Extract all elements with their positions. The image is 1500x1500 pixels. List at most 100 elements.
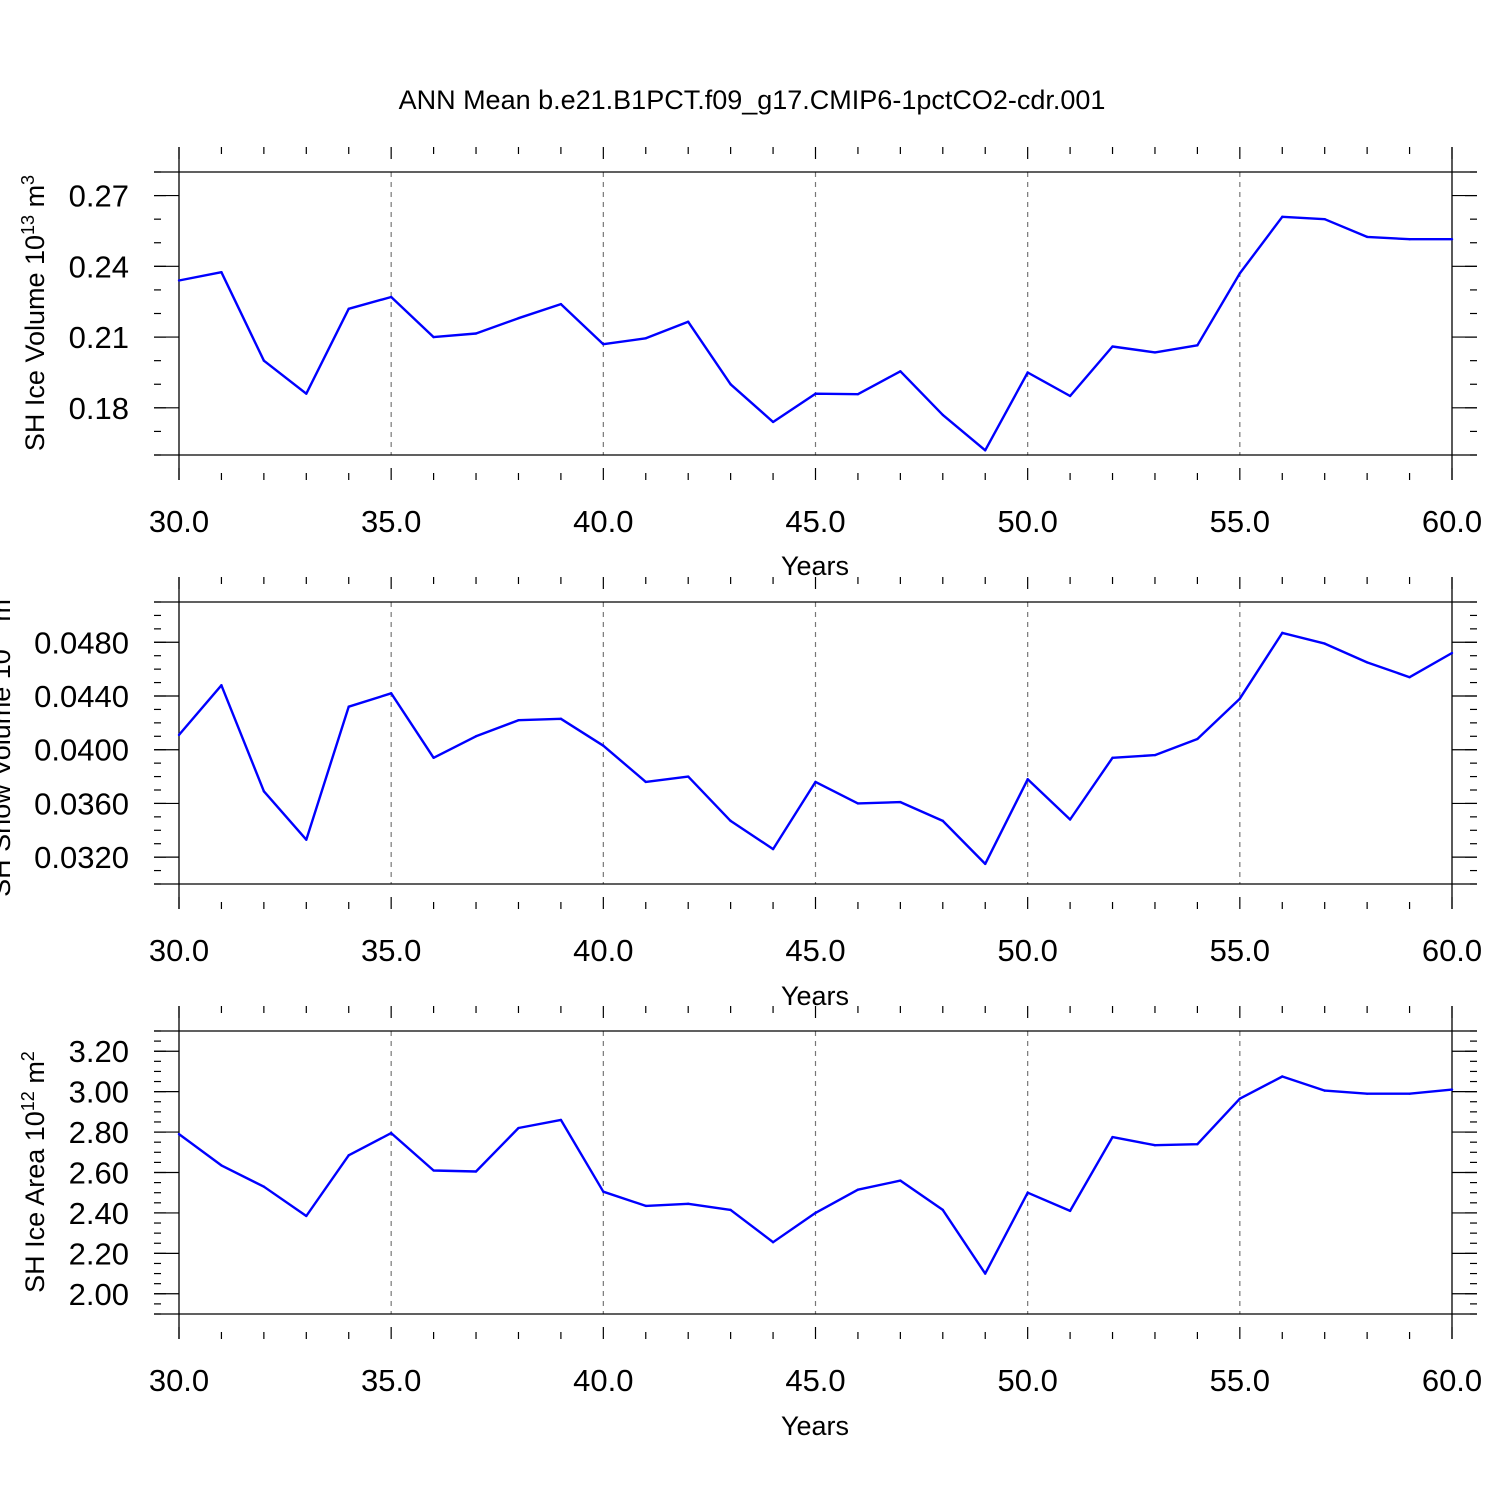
data-point — [1365, 661, 1369, 664]
data-point — [729, 1208, 732, 1212]
data-point — [432, 756, 435, 759]
ylabel-unit-exponent: 3 — [0, 589, 4, 599]
data-point — [687, 320, 690, 323]
data-point — [1281, 631, 1284, 635]
data-point — [220, 271, 223, 274]
data-point — [432, 1169, 435, 1172]
data-point — [1408, 238, 1411, 241]
data-point — [602, 744, 605, 747]
data-point — [1323, 217, 1326, 221]
data-point — [856, 1188, 860, 1191]
data-point — [1026, 778, 1029, 781]
ylabel-text: SH Snow Volume 10 — [0, 649, 16, 897]
y-tick-label: 0.18 — [69, 391, 129, 426]
data-point — [474, 735, 478, 738]
data-point — [1450, 1088, 1454, 1091]
data-point — [347, 307, 350, 310]
data-point — [941, 819, 944, 823]
x-tick-label: 60.0 — [1422, 1363, 1482, 1398]
ylabel-text: SH Ice Volume 10 — [20, 235, 50, 451]
x-tick-label: 50.0 — [997, 933, 1057, 968]
x-tick-label: 35.0 — [361, 1363, 421, 1398]
data-point — [1408, 1092, 1411, 1095]
data-point — [1111, 345, 1114, 348]
x-tick-label: 40.0 — [573, 933, 633, 968]
data-point — [687, 775, 690, 778]
data-point — [177, 733, 181, 737]
data-point — [1238, 272, 1242, 275]
data-point — [347, 1154, 350, 1157]
x-tick-label: 30.0 — [149, 504, 209, 539]
data-point — [602, 1190, 605, 1193]
x-tick-label: 40.0 — [573, 504, 633, 539]
data-point — [517, 718, 520, 722]
panel-snow-volume: SH Snow Volume 1013 m3 Years 30.035.040.… — [0, 577, 1482, 1011]
data-point — [1196, 737, 1199, 741]
x-tick-label: 30.0 — [149, 1363, 209, 1398]
data-point — [984, 1272, 987, 1275]
y-tick-label: 0.21 — [69, 320, 129, 355]
data-point — [1281, 215, 1284, 219]
data-point — [1238, 1097, 1242, 1100]
data-point — [856, 802, 860, 805]
x-tick-label: 50.0 — [997, 1363, 1057, 1398]
data-point — [1068, 818, 1072, 821]
y-tick-label: 3.00 — [69, 1075, 129, 1110]
data-point — [729, 383, 732, 386]
y-tick-label: 2.40 — [69, 1196, 129, 1231]
ylabel-unit-exponent: 3 — [18, 175, 38, 185]
y-tick-label: 0.0440 — [34, 679, 129, 714]
data-point — [771, 1241, 775, 1244]
data-point — [474, 1170, 478, 1173]
data-point — [305, 838, 308, 841]
data-point — [262, 359, 266, 362]
data-point — [1153, 753, 1157, 757]
x-tick-label: 30.0 — [149, 933, 209, 968]
x-tick-label: 50.0 — [997, 504, 1057, 539]
data-point — [1153, 351, 1157, 354]
ylabel-exponent: 13 — [0, 629, 4, 649]
data-point — [602, 342, 605, 346]
data-point — [559, 302, 563, 306]
data-point — [177, 1132, 181, 1136]
data-point — [814, 780, 817, 784]
ylabel-ice-area: SH Ice Area 1012 m2 — [18, 1051, 50, 1293]
y-tick-label: 3.20 — [69, 1034, 129, 1069]
data-point — [559, 717, 563, 721]
figure-title: ANN Mean b.e21.B1PCT.f09_g17.CMIP6-1pctC… — [399, 85, 1106, 115]
panel-ice-volume: SH Ice Volume 1013 m3 Years 30.0 35.0 40.0… — [18, 147, 1482, 581]
data-point — [432, 335, 435, 339]
data-point — [899, 370, 902, 373]
ylabel-text: SH Ice Area 10 — [20, 1111, 50, 1293]
data-point — [1238, 697, 1242, 700]
data-point — [1026, 371, 1029, 374]
data-point — [1111, 1135, 1114, 1139]
data-point — [1323, 1089, 1326, 1092]
data-point — [984, 449, 987, 452]
ylabel-unit: m — [0, 599, 16, 629]
panel-ice-area: SH Ice Area 1012 m2 Years 30.0 35.0 40.0 45… — [18, 1006, 1482, 1441]
x-tick-label: 35.0 — [361, 504, 421, 539]
data-point — [729, 819, 732, 823]
data-point — [559, 1118, 563, 1122]
data-point — [941, 1208, 944, 1212]
data-point — [474, 332, 478, 335]
data-point — [1450, 238, 1454, 241]
x-tick-label: 45.0 — [785, 933, 845, 968]
data-point — [1365, 1092, 1369, 1095]
data-point — [1111, 756, 1114, 759]
y-tick-label: 2.80 — [69, 1115, 129, 1150]
data-point — [687, 1202, 690, 1206]
data-point — [517, 1126, 520, 1130]
data-point — [1365, 235, 1369, 239]
ylabel-exponent: 13 — [18, 215, 38, 235]
ylabel-unit: m — [20, 185, 50, 215]
data-point — [941, 413, 944, 417]
data-point — [1068, 1209, 1072, 1213]
y-tick-label: 0.27 — [69, 179, 129, 214]
y-tick-label: 0.0400 — [34, 733, 129, 768]
data-point — [220, 684, 223, 687]
data-point — [389, 692, 393, 695]
xlabel-ice-volume: Years — [781, 551, 849, 581]
data-point — [771, 847, 775, 851]
